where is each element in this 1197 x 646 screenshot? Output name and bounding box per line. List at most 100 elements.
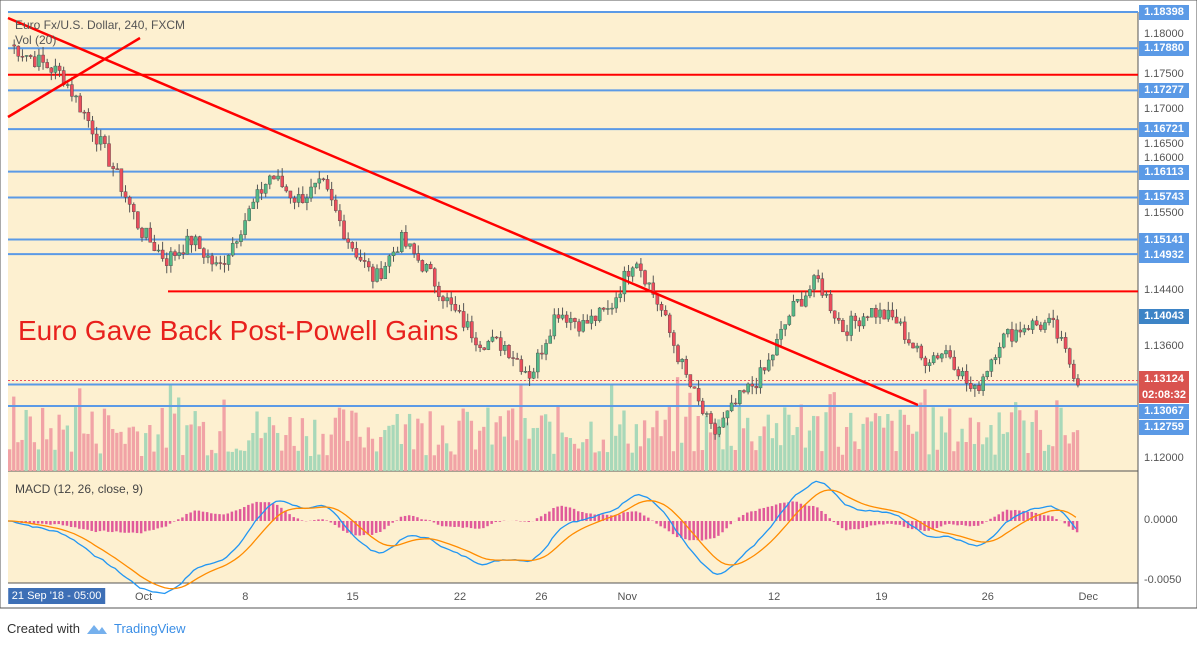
macd-histogram-bar	[115, 521, 118, 532]
volume-bar	[218, 431, 222, 471]
volume-bar	[700, 450, 704, 471]
candle	[136, 211, 140, 229]
volume-bar	[416, 418, 420, 471]
candle	[952, 356, 957, 370]
candle	[754, 385, 759, 389]
volume-bar	[494, 422, 498, 471]
volume-bar	[515, 440, 519, 471]
volume-bar	[1042, 450, 1047, 471]
volume-bar	[626, 443, 630, 471]
candle	[569, 318, 573, 323]
macd-histogram-bar	[111, 521, 114, 533]
volume-bar	[428, 411, 432, 471]
candle	[156, 249, 161, 252]
candle	[305, 197, 309, 203]
macd-histogram-bar	[65, 521, 69, 526]
volume-bar	[708, 432, 713, 471]
volume-bar	[333, 417, 338, 471]
macd-histogram-bar	[630, 511, 634, 521]
volume-bar	[692, 451, 696, 471]
candle	[775, 339, 779, 356]
macd-histogram-bar	[337, 521, 341, 528]
volume-bar	[354, 412, 358, 471]
volume-bar	[886, 414, 890, 471]
macd-histogram-bar	[1026, 511, 1029, 521]
macd-histogram-bar	[90, 521, 93, 531]
macd-histogram-bar	[370, 521, 374, 535]
macd-histogram-bar	[939, 521, 943, 527]
candle	[243, 220, 247, 235]
candle	[630, 267, 635, 277]
volume-bar	[812, 415, 816, 471]
candle	[408, 243, 412, 247]
candle	[280, 175, 284, 187]
candle	[461, 311, 466, 328]
volume-bar	[164, 447, 168, 471]
volume-bar	[593, 452, 597, 471]
macd-histogram-bar	[898, 521, 902, 525]
candle	[37, 54, 41, 67]
candle	[1014, 329, 1018, 342]
macd-histogram-bar	[746, 512, 749, 521]
candle	[799, 299, 804, 307]
volume-bar	[1071, 432, 1076, 471]
macd-line	[7, 480, 1077, 595]
candle	[977, 385, 981, 391]
macd-histogram-bar	[729, 521, 733, 525]
candle	[564, 314, 569, 323]
candle	[779, 328, 783, 340]
macd-histogram-bar	[152, 521, 155, 530]
volume-bar	[552, 453, 556, 471]
volume-bar	[927, 454, 931, 471]
volume-bar	[713, 422, 717, 471]
volume-bar	[490, 444, 494, 471]
macd-histogram-bar	[28, 521, 32, 524]
macd-histogram-bar	[193, 510, 197, 521]
macd-histogram-bar	[844, 521, 848, 531]
chart-border	[0, 0, 1197, 609]
volume-bar	[465, 411, 469, 471]
macd-histogram-bar	[172, 521, 176, 522]
candle	[890, 309, 895, 318]
volume-bar	[647, 438, 651, 471]
macd-histogram-bar	[890, 521, 893, 524]
macd-histogram-bar	[135, 521, 139, 534]
volume-bar	[263, 432, 267, 471]
macd-histogram-bar	[445, 521, 448, 527]
macd-histogram-bar	[985, 521, 988, 522]
candle	[119, 168, 124, 192]
volume-bar	[189, 424, 193, 471]
volume-bar	[119, 431, 123, 471]
volume-bar	[181, 455, 185, 471]
candle	[457, 310, 462, 312]
candle	[837, 317, 841, 321]
volume-bar	[131, 426, 135, 471]
macd-histogram-bar	[548, 511, 551, 521]
volume-bar	[73, 407, 78, 471]
volume-bar	[420, 423, 424, 471]
macd-histogram-bar	[849, 521, 852, 530]
macd-histogram-bar	[49, 521, 52, 525]
candle	[321, 178, 326, 181]
volume-bar	[544, 414, 548, 471]
volume-bar	[379, 436, 383, 471]
volume-bar	[82, 433, 86, 471]
macd-label: MACD (12, 26, close, 9)	[15, 482, 144, 496]
tradingview-link[interactable]: TradingView	[113, 621, 186, 636]
candle	[416, 253, 421, 261]
candle	[894, 316, 899, 324]
volume-bar	[222, 399, 226, 471]
candle	[1006, 329, 1010, 335]
level-price-label: 1.15743	[1139, 190, 1189, 206]
volume-bar	[317, 454, 321, 471]
volume-bar	[560, 432, 564, 471]
volume-bar	[1038, 429, 1043, 471]
macd-histogram-bar	[750, 511, 753, 521]
volume-bar	[16, 442, 20, 471]
macd-histogram-bar	[465, 521, 469, 528]
volume-bar	[770, 438, 775, 471]
candle	[886, 309, 891, 320]
macd-histogram-bar	[473, 521, 477, 529]
volume-bar	[766, 414, 770, 471]
